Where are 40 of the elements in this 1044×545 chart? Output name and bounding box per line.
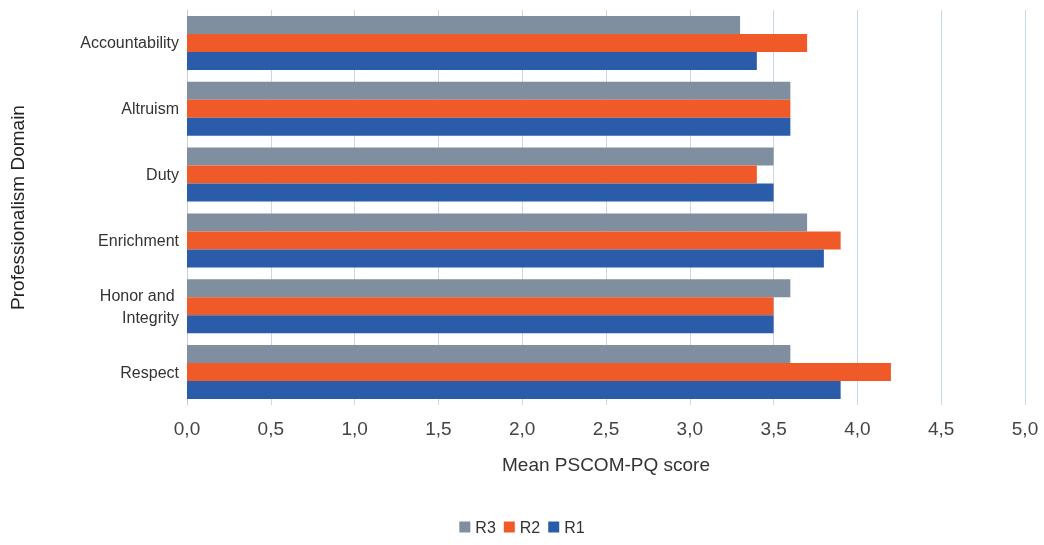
- bar: [187, 297, 774, 316]
- x-tick-label: 4,0: [844, 418, 871, 439]
- bar: [187, 99, 791, 118]
- y-tick-label: Altruism: [121, 100, 179, 118]
- y-axis-title: Professionalism Domain: [7, 105, 28, 310]
- bar: [187, 363, 891, 382]
- x-tick-label: 0,5: [257, 418, 285, 439]
- bar: [187, 15, 741, 34]
- bar: [187, 381, 841, 400]
- legend-label: R3: [475, 518, 496, 536]
- x-tick-label: 3,5: [760, 418, 787, 439]
- bar: [187, 345, 791, 364]
- y-tick-label: Enrichment: [98, 231, 180, 249]
- x-tick-label: 3,0: [676, 418, 704, 439]
- bar: [187, 249, 824, 268]
- bar: [187, 81, 791, 100]
- x-tick-label: 1,0: [341, 418, 368, 439]
- bar: [187, 165, 757, 184]
- y-tick-label: Honor and Integrity: [99, 286, 179, 326]
- x-tick-label: 2,0: [508, 418, 536, 439]
- x-axis-title: Mean PSCOM-PQ score: [502, 454, 710, 475]
- y-tick-label: Duty: [146, 166, 179, 184]
- y-tick-label: Respect: [120, 363, 180, 381]
- bar: [187, 33, 808, 52]
- bar: [187, 213, 808, 232]
- legend-label: R1: [564, 518, 585, 536]
- bar: [187, 147, 774, 166]
- x-tick-label: 5,0: [1011, 418, 1039, 439]
- bar: [187, 315, 774, 334]
- y-tick-label: Accountability: [80, 34, 179, 52]
- x-tick-label: 2,5: [592, 418, 620, 439]
- bar: [187, 117, 791, 136]
- x-tick-label: 1,5: [425, 418, 452, 439]
- x-tick-label: 4,5: [927, 418, 955, 439]
- bar: [187, 51, 757, 70]
- bar: [187, 279, 791, 298]
- legend-label: R2: [519, 518, 541, 536]
- bar: [187, 231, 841, 250]
- bar: [187, 183, 774, 202]
- x-tick-label: 0,0: [173, 418, 201, 439]
